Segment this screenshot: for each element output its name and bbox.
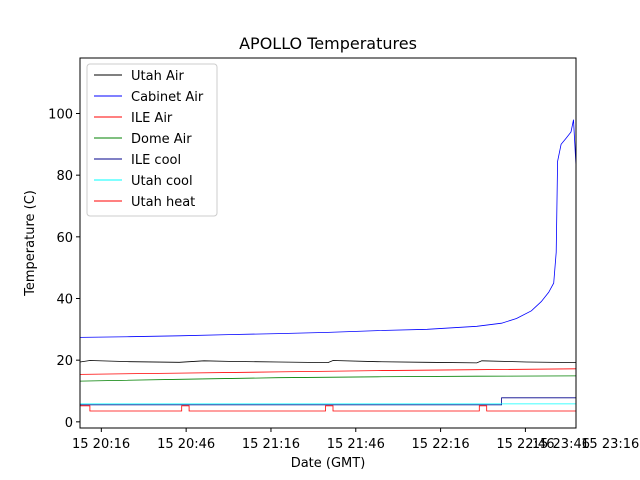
series-dome-air: [79, 375, 577, 382]
x-axis-label: Date (GMT): [291, 456, 366, 471]
x-tick-label-2: 15 21:16: [242, 437, 300, 452]
series-ile-cool: [80, 397, 576, 406]
x-tick-label-4: 15 22:16: [412, 437, 470, 452]
series-utah-air: [79, 360, 577, 364]
y-tick-label-0: 0: [65, 416, 73, 431]
x-tick-label-7: 15 23:46: [532, 437, 590, 452]
plot-border: [79, 57, 577, 429]
y-tick-label-20: 20: [56, 354, 73, 369]
legend-box: [86, 63, 218, 217]
y-axis-label: Temperature (C): [23, 190, 38, 297]
y-tick-label-80: 80: [56, 169, 73, 184]
legend-label-ile-cool: ILE cool: [131, 153, 181, 168]
x-tick-label-1: 15 20:46: [157, 437, 215, 452]
y-tick-label-40: 40: [56, 293, 73, 308]
legend-label-cabinet-air: Cabinet Air: [131, 90, 204, 105]
legend-label-utah-cool: Utah cool: [131, 174, 193, 189]
legend: Utah Air Cabinet Air ILE Air Dome Air ILE co…: [86, 63, 218, 217]
chart-title: APOLLO Temperatures: [239, 34, 417, 53]
series-utah-heat: [80, 405, 576, 412]
x-tick-label-3: 15 21:46: [327, 437, 385, 452]
legend-label-dome-air: Dome Air: [131, 132, 192, 147]
series-layer: [79, 119, 577, 412]
axis-layer: 0 20 40 60 80 100 15 20:16 15 20:46 15 21:16 15 2…: [48, 108, 639, 453]
series-cabinet-air: [79, 119, 577, 338]
y-tick-label-60: 60: [56, 231, 73, 246]
x-tick-label-0: 15 20:16: [72, 437, 130, 452]
y-tick-label-100: 100: [48, 108, 73, 123]
x-tick-label-6: 15 23:16: [581, 437, 639, 452]
legend-label-utah-air: Utah Air: [131, 69, 184, 84]
x-tick-label-5: 15 22:46: [496, 437, 554, 452]
legend-label-utah-heat: Utah heat: [131, 195, 195, 210]
legend-label-ile-air: ILE Air: [131, 111, 173, 126]
series-ile-air: [79, 368, 577, 375]
